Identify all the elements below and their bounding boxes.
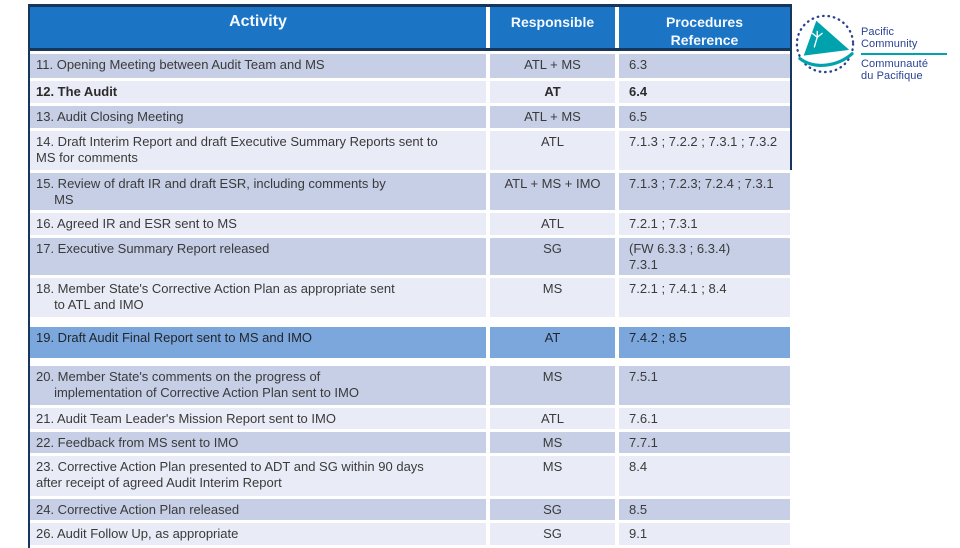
activity-cell: 23. Corrective Action Plan presented to …	[30, 456, 486, 496]
activity-cell: 22. Feedback from MS sent to IMO	[30, 432, 486, 453]
reference-cell: 7.7.1	[619, 432, 790, 453]
table-row: 18. Member State's Corrective Action Pla…	[30, 278, 790, 317]
table-row: 11. Opening Meeting between Audit Team a…	[30, 54, 790, 78]
table-row: 15. Review of draft IR and draft ESR, in…	[30, 173, 790, 210]
responsible-cell: ATL + MS + IMO	[490, 173, 615, 210]
responsible-cell: ATL	[490, 131, 615, 170]
table-row: 20. Member State's comments on the progr…	[30, 366, 790, 405]
reference-cell: 6.4	[619, 81, 790, 103]
reference-cell: 6.5	[619, 106, 790, 128]
activity-cell: 21. Audit Team Leader's Mission Report s…	[30, 408, 486, 429]
activity-cell: 11. Opening Meeting between Audit Team a…	[30, 54, 486, 78]
responsible-cell: SG	[490, 523, 615, 545]
table-header-row: Activity Responsible Procedures Referenc…	[30, 4, 790, 51]
reference-cell: 7.1.3 ; 7.2.3; 7.2.4 ; 7.3.1	[619, 173, 790, 210]
responsible-cell: AT	[490, 81, 615, 103]
activity-cell: 16. Agreed IR and ESR sent to MS	[30, 213, 486, 235]
table-row: 21. Audit Team Leader's Mission Report s…	[30, 408, 790, 429]
activity-cell: 14. Draft Interim Report and draft Execu…	[30, 131, 486, 170]
responsible-cell: AT	[490, 327, 615, 358]
table-row: 12. The Audit AT 6.4	[30, 81, 790, 103]
reference-cell: 7.6.1	[619, 408, 790, 429]
table-row: 22. Feedback from MS sent to IMO MS 7.7.…	[30, 432, 790, 453]
reference-cell: 7.5.1	[619, 366, 790, 405]
table-row: 14. Draft Interim Report and draft Execu…	[30, 131, 790, 170]
spc-canoe-icon	[795, 14, 855, 74]
reference-cell: 7.4.2 ; 8.5	[619, 327, 790, 358]
table-row: 23. Corrective Action Plan presented to …	[30, 456, 790, 496]
activity-cell: 17. Executive Summary Report released	[30, 238, 486, 275]
reference-cell: 9.1	[619, 523, 790, 545]
reference-cell: 7.1.3 ; 7.2.2 ; 7.3.1 ; 7.3.2	[619, 131, 790, 170]
responsible-cell: SG	[490, 238, 615, 275]
responsible-cell: ATL + MS	[490, 106, 615, 128]
responsible-cell: ATL	[490, 408, 615, 429]
reference-cell: 7.2.1 ; 7.3.1	[619, 213, 790, 235]
table-row: 13. Audit Closing Meeting ATL + MS 6.5	[30, 106, 790, 128]
table-row: 17. Executive Summary Report released SG…	[30, 238, 790, 275]
table-row: 26. Audit Follow Up, as appropriate SG 9…	[30, 523, 790, 545]
responsible-cell: MS	[490, 366, 615, 405]
activity-cell: 26. Audit Follow Up, as appropriate	[30, 523, 486, 545]
responsible-cell: MS	[490, 432, 615, 453]
activity-cell: 20. Member State's comments on the progr…	[30, 366, 486, 405]
activity-cell: 15. Review of draft IR and draft ESR, in…	[30, 173, 486, 210]
table-body: 11. Opening Meeting between Audit Team a…	[30, 54, 790, 545]
responsible-cell: MS	[490, 278, 615, 317]
reference-cell: 8.4	[619, 456, 790, 496]
responsible-cell: ATL + MS	[490, 54, 615, 78]
pacific-community-logo: Pacific Community Communauté du Pacifiqu…	[794, 13, 947, 82]
header-responsible: Responsible	[490, 7, 615, 48]
logo-name-english: Pacific Community	[861, 26, 918, 50]
responsible-cell: SG	[490, 499, 615, 520]
reference-cell: 6.3	[619, 54, 790, 78]
reference-cell: 7.2.1 ; 7.4.1 ; 8.4	[619, 278, 790, 317]
reference-cell: (FW 6.3.3 ; 6.3.4) 7.3.1	[619, 238, 790, 275]
palm-tree-glyph	[811, 30, 823, 48]
header-procedures-reference: Procedures Reference	[619, 7, 790, 48]
reference-cell: 8.5	[619, 499, 790, 520]
logo-divider-line	[861, 53, 947, 55]
activity-cell: 18. Member State's Corrective Action Pla…	[30, 278, 486, 317]
table-row: 19. Draft Audit Final Report sent to MS …	[30, 327, 790, 358]
activity-cell: 13. Audit Closing Meeting	[30, 106, 486, 128]
table-row: 16. Agreed IR and ESR sent to MS ATL 7.2…	[30, 213, 790, 235]
table-row: 24. Corrective Action Plan released SG 8…	[30, 499, 790, 520]
activity-cell: 19. Draft Audit Final Report sent to MS …	[30, 327, 486, 358]
logo-name-french: Communauté du Pacifique	[861, 58, 929, 82]
activity-cell: 24. Corrective Action Plan released	[30, 499, 486, 520]
audit-activities-table: Activity Responsible Procedures Referenc…	[28, 4, 790, 548]
responsible-cell: ATL	[490, 213, 615, 235]
header-activity: Activity	[30, 7, 486, 48]
activity-cell: 12. The Audit	[30, 81, 486, 103]
responsible-cell: MS	[490, 456, 615, 496]
table-right-border	[790, 4, 792, 170]
logo-wordmark: Pacific Community Communauté du Pacifiqu…	[861, 26, 947, 82]
